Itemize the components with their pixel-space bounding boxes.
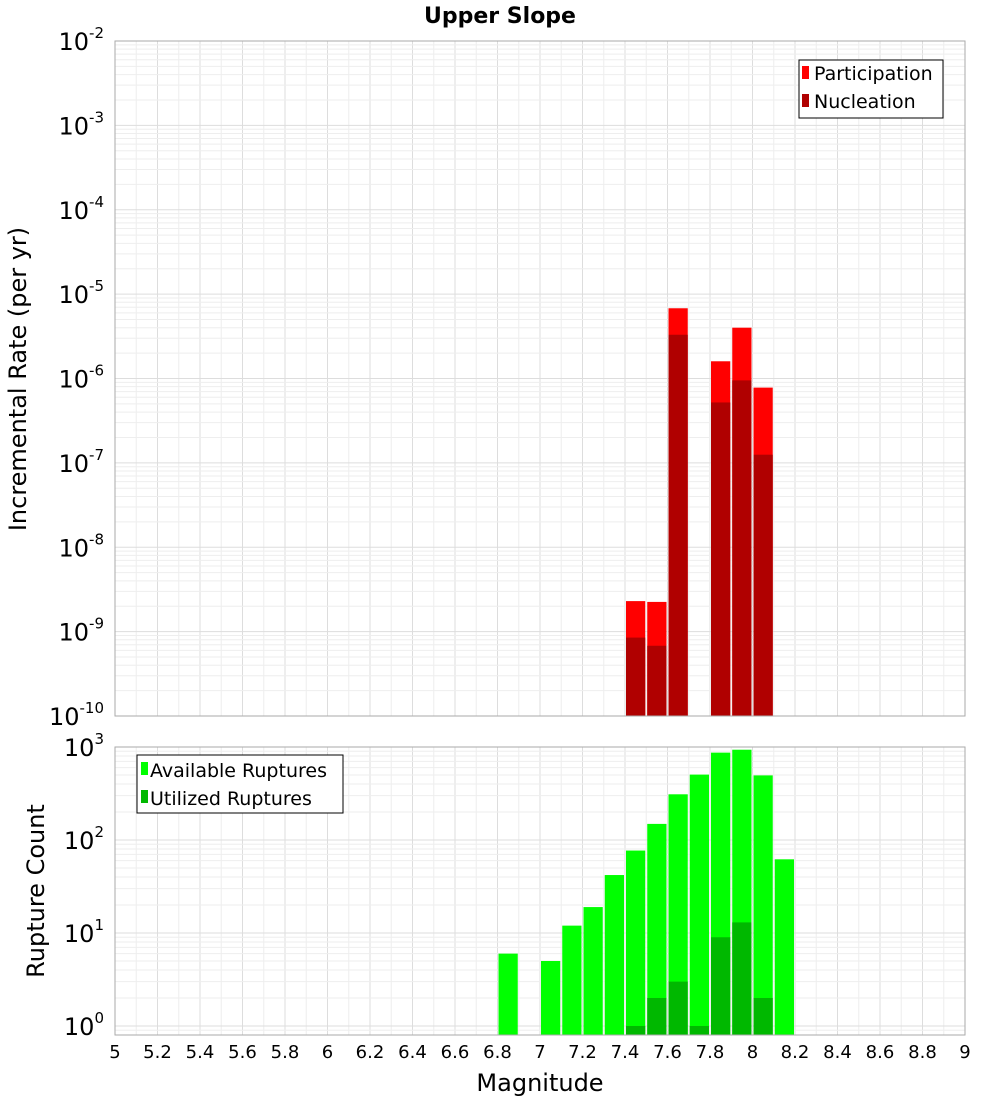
- bottom-plot-frame: [114, 746, 966, 1036]
- x-tick-label: 7.4: [611, 1042, 640, 1063]
- x-tick-label: 6.4: [398, 1042, 427, 1063]
- utilized-ruptures-bar: [647, 997, 667, 1035]
- available-ruptures-bar: [562, 925, 582, 1035]
- x-tick-label: 5: [109, 1042, 120, 1063]
- available-ruptures-legend-label: Available Ruptures: [150, 760, 327, 782]
- utilized-ruptures-bar: [753, 997, 773, 1035]
- nucleation-bar: [732, 380, 752, 716]
- x-tick-label: 6.2: [356, 1042, 385, 1063]
- utilized-ruptures-bar: [711, 937, 731, 1035]
- x-tick-label: 6.6: [441, 1042, 470, 1063]
- available-ruptures-legend-swatch: [141, 762, 148, 775]
- x-tick-label: 5.8: [271, 1042, 300, 1063]
- x-tick-label: 8: [747, 1042, 758, 1063]
- x-tick-label: 7: [534, 1042, 545, 1063]
- nucleation-bar: [647, 645, 667, 716]
- bottom-y-tick-label: 103: [64, 730, 104, 762]
- x-tick-label: 8.6: [866, 1042, 895, 1063]
- top-legend-box: [798, 59, 944, 119]
- nucleation-bar: [626, 637, 646, 716]
- available-ruptures-bar: [498, 953, 518, 1035]
- top-y-axis-label: Incremental Rate (per yr): [4, 227, 32, 531]
- available-ruptures-bar: [753, 775, 773, 1035]
- bottom-bars: [498, 749, 794, 1035]
- top-y-tick-label: 10-4: [58, 193, 104, 225]
- top-y-tick-label: 10-6: [58, 362, 104, 394]
- nucleation-bar: [668, 334, 688, 716]
- x-tick-label: 7.6: [653, 1042, 682, 1063]
- utilized-ruptures-bar: [668, 981, 688, 1035]
- nucleation-legend-label: Nucleation: [814, 91, 916, 113]
- top-grid: [115, 41, 965, 716]
- bottom-y-tick-label: 100: [64, 1009, 104, 1041]
- available-ruptures-bar: [604, 875, 624, 1035]
- available-ruptures-bar: [583, 907, 603, 1035]
- top-y-tick-labels: 10-2 10-3 10-4 10-5 10-6 10-7 10-8 10-9 10-10: [49, 24, 104, 731]
- available-ruptures-bar: [668, 794, 688, 1035]
- top-y-tick-label: 10-5: [58, 277, 104, 309]
- available-ruptures-bar: [774, 859, 794, 1035]
- x-tick-label: 9: [959, 1042, 970, 1063]
- x-tick-label: 8.8: [908, 1042, 937, 1063]
- participation-legend-swatch: [802, 66, 809, 79]
- utilized-ruptures-legend-label: Utilized Ruptures: [150, 788, 312, 810]
- nucleation-bar: [711, 402, 731, 716]
- bottom-y-axis-label: Rupture Count: [22, 804, 50, 978]
- x-tick-label: 7.8: [696, 1042, 725, 1063]
- top-y-tick-label: 10-2: [58, 24, 104, 56]
- x-tick-label: 6: [322, 1042, 333, 1063]
- nucleation-legend-swatch: [802, 94, 809, 107]
- available-ruptures-bar: [647, 823, 667, 1035]
- x-tick-label: 5.2: [143, 1042, 172, 1063]
- x-tick-label: 5.6: [228, 1042, 257, 1063]
- x-tick-label: 5.4: [186, 1042, 215, 1063]
- utilized-ruptures-legend-swatch: [141, 790, 148, 803]
- x-tick-label: 8.2: [781, 1042, 810, 1063]
- participation-legend-label: Participation: [814, 63, 933, 85]
- top-bars: [626, 308, 773, 716]
- top-y-tick-label: 10-10: [49, 699, 104, 731]
- utilized-ruptures-bar: [732, 922, 752, 1035]
- utilized-ruptures-bar: [689, 1025, 709, 1035]
- available-ruptures-bar: [689, 774, 709, 1035]
- utilized-ruptures-bar: [626, 1025, 646, 1035]
- available-ruptures-bar: [541, 960, 561, 1035]
- bottom-y-tick-labels: 103 102 101 100: [64, 730, 104, 1041]
- bottom-y-tick-label: 101: [64, 916, 104, 948]
- top-y-tick-label: 10-7: [58, 446, 104, 478]
- top-y-tick-label: 10-9: [58, 615, 104, 647]
- top-y-tick-label: 10-3: [58, 108, 104, 140]
- bottom-y-tick-label: 102: [64, 823, 104, 855]
- x-tick-label: 7.2: [568, 1042, 597, 1063]
- top-legend: Participation Nucleation: [798, 59, 944, 119]
- nucleation-bar: [753, 454, 773, 716]
- x-axis-label: Magnitude: [476, 1069, 603, 1097]
- bottom-legend: Available Ruptures Utilized Ruptures: [136, 754, 344, 814]
- top-y-tick-label: 10-8: [58, 530, 104, 562]
- chart-title: Upper Slope: [424, 4, 576, 29]
- x-tick-labels: 5 5.2 5.4 5.6 5.8 6 6.2 6.4 6.6 6.8 7 7.2 7.4 7.6 7.8 8…: [109, 1042, 970, 1063]
- bottom-legend-box: [136, 754, 344, 814]
- x-tick-label: 6.8: [483, 1042, 512, 1063]
- available-ruptures-bar: [626, 850, 646, 1035]
- x-tick-label: 8.4: [823, 1042, 852, 1063]
- top-plot-frame: [114, 40, 966, 717]
